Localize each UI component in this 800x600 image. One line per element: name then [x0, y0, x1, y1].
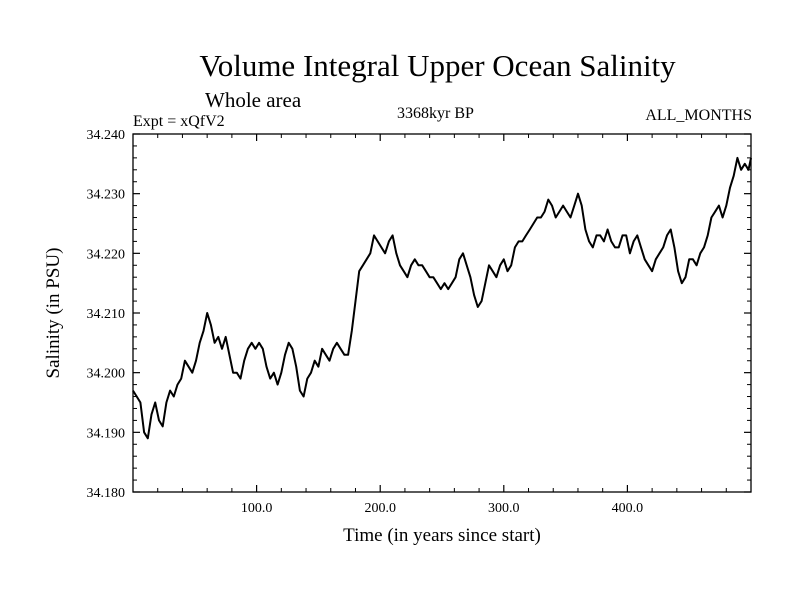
y-tick-label: 34.210: [87, 307, 126, 322]
y-tick-label: 34.230: [87, 188, 126, 203]
y-tick-label: 34.240: [87, 128, 126, 143]
experiment-label: Expt = xQfV2: [133, 113, 225, 130]
chart-title: Volume Integral Upper Ocean Salinity: [199, 48, 676, 83]
months-label: ALL_MONTHS: [645, 107, 752, 124]
x-tick-label: 100.0: [241, 501, 273, 516]
y-tick-label: 34.200: [87, 367, 126, 382]
salinity-series-line: [132, 156, 752, 440]
y-tick-label: 34.190: [87, 426, 126, 441]
x-tick-label: 300.0: [488, 501, 520, 516]
plot-frame: [132, 133, 752, 493]
y-axis-label: Salinity (in PSU): [43, 248, 64, 379]
x-axis-label: Time (in years since start): [343, 525, 541, 546]
y-tick-label: 34.220: [87, 247, 126, 262]
chart-subtitle: Whole area: [205, 88, 302, 112]
axis-ticks: 34.180 34.190 34.200 34.210 34.220 34.230 34.2…: [87, 128, 751, 516]
period-label: 3368kyr BP: [397, 105, 474, 122]
y-tick-label: 34.180: [87, 486, 126, 501]
x-tick-label: 200.0: [364, 501, 396, 516]
x-tick-label: 400.0: [612, 501, 644, 516]
